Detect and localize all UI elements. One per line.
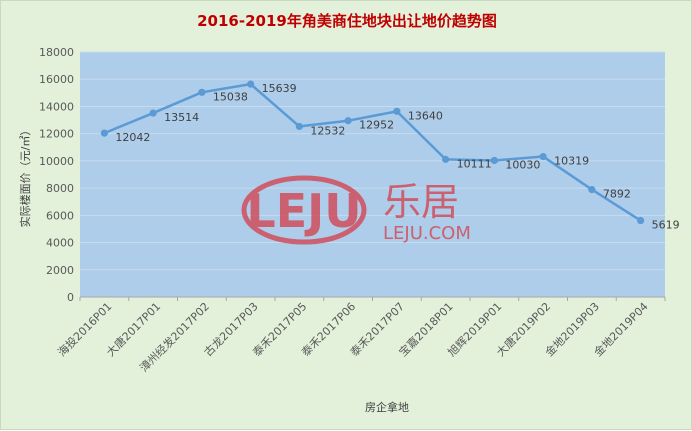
y-tick-label: 4000 <box>46 237 74 250</box>
watermark-logo-ring <box>241 175 367 245</box>
data-point <box>393 107 401 115</box>
y-tick-label: 14000 <box>39 100 74 113</box>
data-point <box>539 152 547 161</box>
y-tick-label: 2000 <box>46 264 74 277</box>
y-tick-label: 18000 <box>39 46 74 59</box>
data-point <box>442 155 450 163</box>
data-point <box>100 129 108 137</box>
data-point <box>344 117 352 125</box>
watermark-cn-text: 乐居 <box>383 180 459 224</box>
data-label: 12042 <box>115 131 150 144</box>
series-polyline <box>103 82 642 222</box>
data-label: 13514 <box>164 111 199 124</box>
y-axis-label: 实际楼面价（元/㎡） <box>18 125 32 228</box>
data-label: 10319 <box>554 155 589 168</box>
data-point <box>149 109 157 117</box>
data-point <box>637 216 645 225</box>
watermark-url-text: LEJU.COM <box>383 223 471 244</box>
data-label: 10111 <box>457 157 492 170</box>
y-tick-label: 6000 <box>46 209 74 222</box>
series-line: 12042 13514 15038 15639 12532 12952 13640 10111… <box>100 80 680 232</box>
plot-area <box>80 52 665 297</box>
data-point <box>295 122 303 131</box>
chart-title: 2016-2019年角美商住地块出让地价趋势图 <box>197 12 497 30</box>
y-tick-label: 12000 <box>39 128 74 141</box>
x-axis: 海投2016P01大唐2017P01漳州经发2017P02古龙2017P03泰禾… <box>55 296 666 375</box>
data-label: 10030 <box>505 158 540 171</box>
data-label: 15639 <box>262 82 297 95</box>
data-label: 12952 <box>359 119 394 132</box>
y-axis: 0 2000 4000 6000 8000 10000 12000 14000 16000 180… <box>39 46 74 304</box>
x-axis-label: 房企拿地 <box>365 400 409 414</box>
data-label: 13640 <box>408 109 443 122</box>
leju-watermark: LEJU 乐居 LEJU.COM <box>241 175 471 245</box>
data-label: 15038 <box>213 90 248 103</box>
data-point <box>247 80 255 88</box>
watermark-logo-text: LEJU <box>246 184 361 238</box>
data-point <box>198 88 206 96</box>
y-tick-label: 8000 <box>46 182 74 195</box>
data-point <box>490 156 498 165</box>
y-tick-label: 0 <box>67 291 74 304</box>
data-label: 5619 <box>652 219 680 232</box>
data-label: 7892 <box>603 188 631 201</box>
y-tick-label: 10000 <box>39 155 74 168</box>
data-label: 12532 <box>310 124 345 137</box>
data-point <box>588 185 596 194</box>
y-tick-label: 16000 <box>39 73 74 86</box>
